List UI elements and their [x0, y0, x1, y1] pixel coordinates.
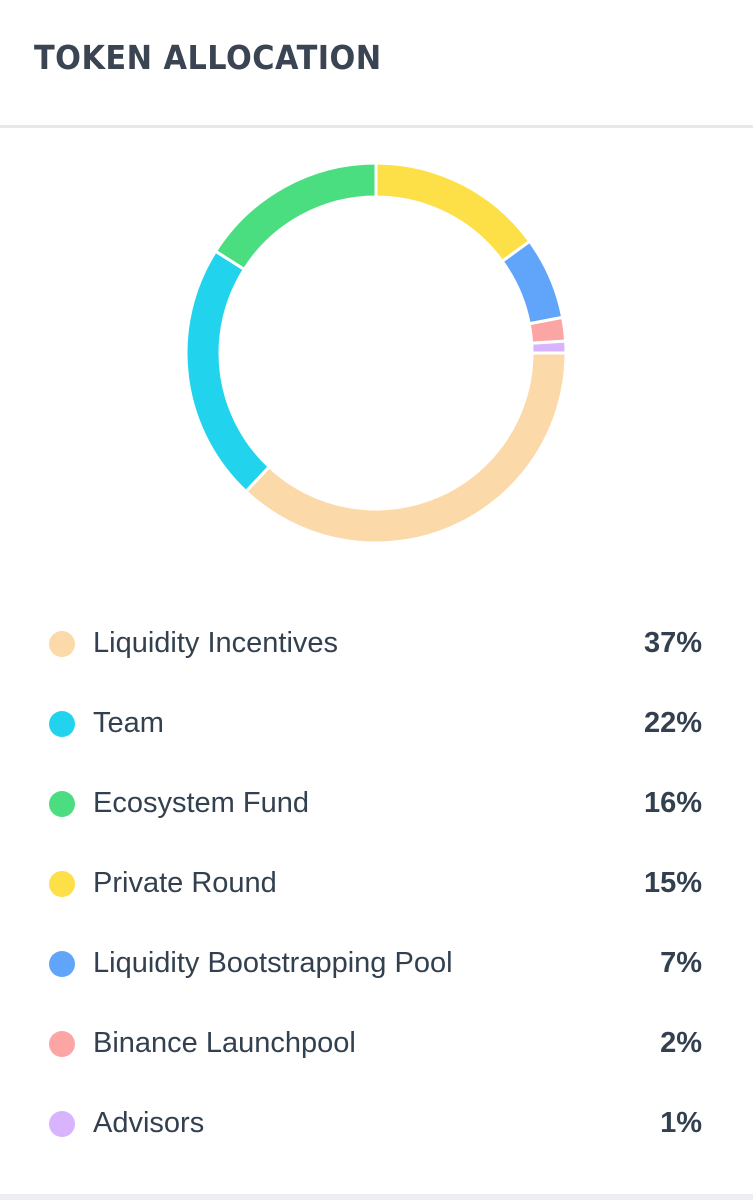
legend-color-dot-icon: [49, 631, 75, 657]
legend-color-dot-icon: [49, 1111, 75, 1137]
legend-value: 2%: [660, 1027, 702, 1059]
donut-slice-binance-launchpool[interactable]: [527, 315, 568, 345]
legend-item[interactable]: Private Round 15%: [0, 845, 753, 925]
donut-slice-private-round[interactable]: [374, 161, 532, 264]
legend-label: Binance Launchpool: [93, 1027, 356, 1059]
donut-slice-liquidity-bootstrapping-pool[interactable]: [500, 239, 565, 326]
legend-label: Liquidity Incentives: [93, 627, 339, 659]
legend-value: 15%: [643, 867, 702, 899]
legend-item[interactable]: Liquidity Bootstrapping Pool 7%: [0, 925, 753, 1005]
legend-item[interactable]: Team 22%: [0, 685, 753, 765]
legend-item[interactable]: Ecosystem Fund 16%: [0, 765, 753, 845]
legend-value: 16%: [643, 787, 702, 819]
legend-label: Team: [93, 707, 164, 739]
legend-color-dot-icon: [49, 711, 75, 737]
donut-chart-svg: [184, 161, 568, 545]
donut-chart: [0, 131, 753, 571]
legend-label: Private Round: [93, 867, 277, 899]
legend-item[interactable]: Binance Launchpool 2%: [0, 1005, 753, 1085]
legend-item[interactable]: Liquidity Incentives 37%: [0, 605, 753, 685]
donut-slice-team[interactable]: [184, 249, 272, 494]
divider: [0, 1194, 753, 1200]
legend-item[interactable]: Advisors 1%: [0, 1085, 753, 1165]
donut-slice-advisors[interactable]: [530, 339, 568, 355]
legend-color-dot-icon: [49, 1031, 75, 1057]
legend-value: 37%: [643, 627, 702, 659]
legend-color-dot-icon: [49, 951, 75, 977]
legend-color-dot-icon: [49, 871, 75, 897]
page-title: TOKEN ALLOCATION: [34, 38, 382, 77]
legend-value: 22%: [643, 707, 702, 739]
legend-value: 1%: [660, 1107, 702, 1139]
legend-label: Liquidity Bootstrapping Pool: [93, 947, 453, 979]
card-header: TOKEN ALLOCATION: [0, 0, 753, 128]
legend-label: Advisors: [93, 1107, 205, 1139]
donut-slice-ecosystem-fund[interactable]: [213, 161, 378, 272]
legend-value: 7%: [660, 947, 702, 979]
legend-label: Ecosystem Fund: [93, 787, 309, 819]
donut-slice-liquidity-incentives[interactable]: [243, 351, 568, 545]
legend-color-dot-icon: [49, 791, 75, 817]
chart-legend: Liquidity Incentives 37% Team 22% Ecosystem …: [0, 605, 753, 1165]
